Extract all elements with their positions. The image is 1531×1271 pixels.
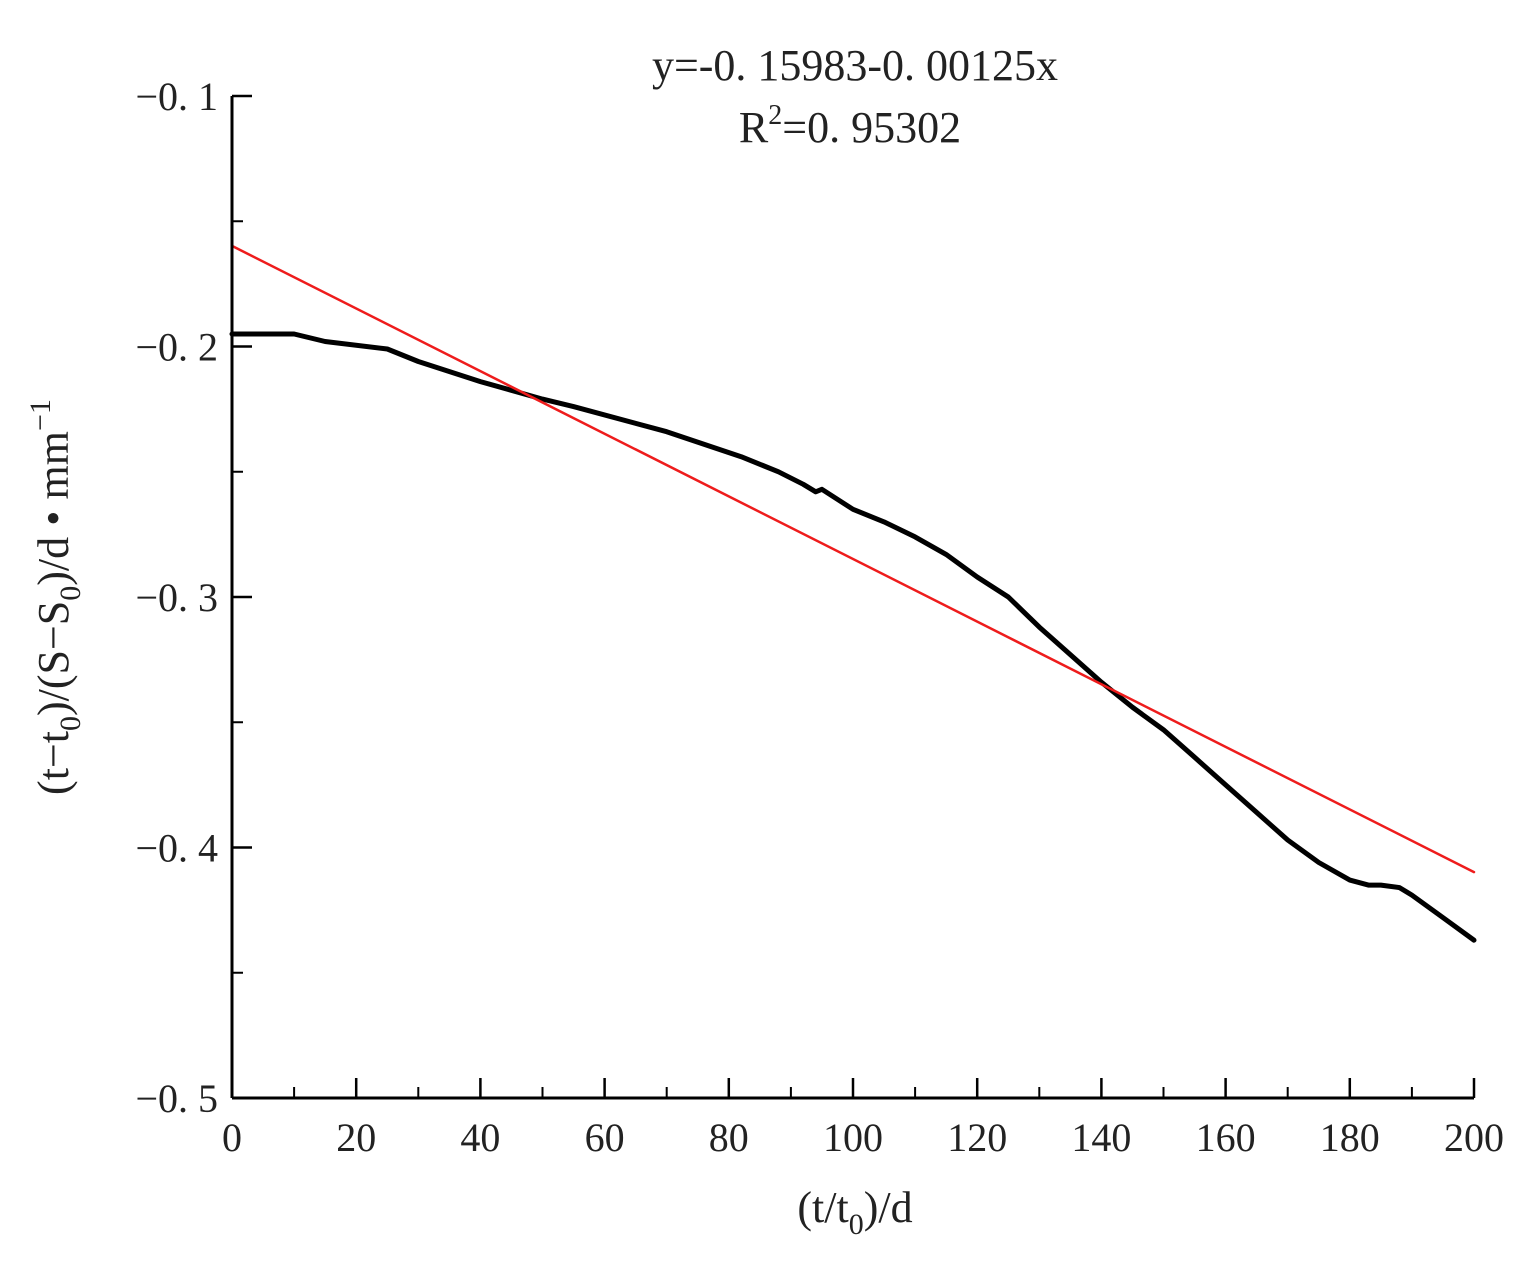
r2-prefix: R [739,103,769,152]
y-axis-title-s2: 0 [54,586,87,601]
x-tick-label: 180 [1320,1115,1380,1160]
x-axis-title: (t/t0)/d [797,1183,912,1241]
r2-superscript: 2 [768,100,782,131]
x-tick-label: 0 [222,1115,242,1160]
y-axis-title-sup: −1 [24,399,57,431]
x-tick-label: 160 [1196,1115,1256,1160]
x-tick-label: 80 [709,1115,749,1160]
y-axis-title: (t−t0)/(S−S0)/d • mm−1 [24,399,87,795]
x-tick-label: 60 [585,1115,625,1160]
equation-annotation: y=-0. 15983-0. 00125x [652,41,1058,90]
series-layer [229,244,1477,943]
x-tick-label: 40 [460,1115,500,1160]
y-axis-title-p1: (t−t [29,731,78,795]
x-axis-title-prefix: (t/t [797,1183,848,1232]
series-line-observed [229,331,1477,943]
axes-layer [230,96,1474,1100]
y-tick-label: −0. 3 [135,575,218,620]
y-tick-label: −0. 4 [135,826,218,871]
y-tick-label: −0. 1 [135,74,218,119]
y-tick-label: −0. 5 [135,1076,218,1121]
x-tick-label: 100 [823,1115,883,1160]
x-axis-title-sub: 0 [849,1208,864,1241]
r2-value: =0. 95302 [782,103,961,152]
y-axis-title-p3: )/d • mm [29,431,78,586]
y-axis-title-s1: 0 [54,716,87,731]
ticks-layer: 0 20 40 60 80 100 120 140 160 180 200 −0. 1 −0. 2 −0.… [135,74,1504,1160]
x-tick-label: 20 [336,1115,376,1160]
series-line-fit [230,244,1476,874]
r2-annotation: R2=0. 95302 [739,100,961,152]
x-tick-label: 200 [1444,1115,1504,1160]
x-tick-label: 140 [1071,1115,1131,1160]
x-tick-label: 120 [947,1115,1007,1160]
y-tick-label: −0. 2 [135,325,218,370]
y-axis-title-p2: )/(S−S [29,601,78,716]
x-axis-title-suffix: )/d [864,1183,913,1232]
